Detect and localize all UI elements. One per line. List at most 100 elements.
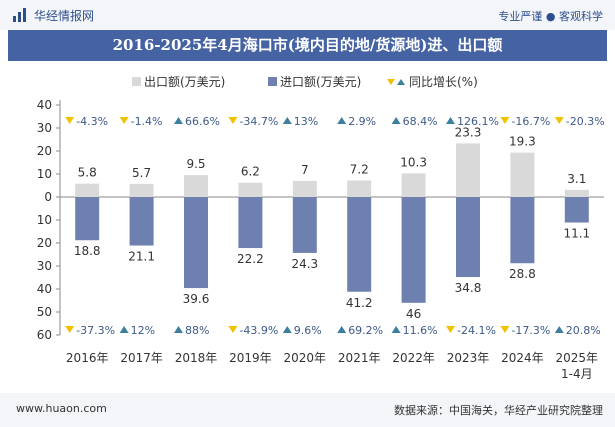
export-bar (510, 152, 535, 197)
y-tick-label: 10 (37, 167, 52, 181)
import-bar (401, 197, 426, 303)
import-growth-up-icon (554, 326, 564, 333)
x-tick-label: 2022年 (392, 351, 435, 365)
export-value-label: 7.2 (350, 162, 369, 176)
import-bar (75, 197, 100, 241)
import-growth-down-icon (500, 326, 510, 333)
import-growth-label: 11.6% (403, 324, 438, 337)
export-value-label: 19.3 (509, 135, 536, 149)
export-growth-label: -1.4% (131, 115, 163, 128)
import-value-label: 18.8 (74, 244, 101, 258)
brand-tagline: 专业严谨 ● 客观科学 (498, 10, 603, 23)
export-growth-label: 68.4% (403, 115, 438, 128)
x-tick-label: 2021年 (338, 351, 381, 365)
y-tick-label: 20 (37, 144, 52, 158)
import-bar (292, 197, 317, 253)
export-growth-label: -20.3% (566, 115, 605, 128)
import-growth-down-icon (446, 326, 455, 333)
y-tick-label: 30 (37, 121, 52, 135)
y-tick-label: 40 (37, 282, 52, 296)
export-growth-label: 66.6% (185, 115, 220, 128)
import-bar (238, 197, 263, 249)
export-growth-label: 13% (294, 115, 318, 128)
export-growth-up-icon (174, 117, 183, 124)
export-value-label: 5.7 (132, 166, 151, 180)
import-value-label: 21.1 (128, 250, 155, 264)
website-url[interactable]: www.huaon.com (16, 402, 107, 415)
export-growth-down-icon (119, 117, 129, 124)
export-growth-label: 2.9% (348, 115, 376, 128)
import-growth-label: 12% (131, 324, 155, 337)
import-value-label: 39.6 (183, 292, 210, 306)
import-growth-up-icon (119, 326, 129, 333)
y-tick-label: 40 (37, 98, 52, 112)
export-bar (184, 175, 208, 197)
export-growth-label: -4.3% (76, 115, 108, 128)
export-growth-down-icon (500, 117, 510, 124)
import-value-label: 46 (406, 307, 421, 321)
import-value-label: 11.1 (563, 227, 590, 241)
y-tick-label: 30 (37, 259, 52, 273)
import-bar (510, 197, 535, 264)
import-growth-up-icon (391, 326, 401, 333)
legend-down-triangle-icon (387, 79, 395, 85)
x-tick-label: 2025年 (556, 351, 599, 365)
legend-up-triangle-icon (397, 79, 405, 85)
export-growth-down-icon (228, 117, 238, 124)
top-bar: 华经情报网 专业严谨 ● 客观科学 (0, 0, 615, 30)
legend-import-swatch (268, 77, 277, 86)
export-bar (238, 182, 263, 197)
import-growth-label: 88% (185, 324, 209, 337)
export-value-label: 6.2 (241, 165, 260, 179)
import-bar (564, 197, 589, 223)
export-bar (292, 180, 317, 197)
export-bar (456, 143, 480, 197)
export-growth-down-icon (554, 117, 564, 124)
x-tick-label: 2019年 (229, 351, 272, 365)
y-tick-label: 20 (37, 236, 52, 250)
export-bar (401, 173, 426, 197)
y-tick-label: 50 (37, 305, 52, 319)
y-tick-label: 0 (44, 190, 52, 204)
import-value-label: 22.2 (237, 252, 264, 266)
x-tick-label: 2020年 (284, 351, 327, 365)
import-growth-label: -24.1% (457, 324, 496, 337)
import-bar (184, 197, 208, 289)
export-value-label: 9.5 (186, 157, 205, 171)
export-growth-up-icon (391, 117, 401, 124)
export-growth-label: -34.7% (239, 115, 278, 128)
import-growth-up-icon (337, 326, 347, 333)
x-tick-label: 2023年 (447, 351, 490, 365)
export-value-label: 23.3 (455, 125, 482, 139)
export-growth-up-icon (446, 117, 455, 124)
export-value-label: 5.8 (78, 166, 97, 180)
import-growth-down-icon (228, 326, 238, 333)
y-tick-label: 10 (37, 213, 52, 227)
export-value-label: 7 (301, 163, 309, 177)
legend-growth-label: 同比增长(%) (409, 75, 478, 89)
export-growth-label: -16.7% (511, 115, 550, 128)
x-tick-label-line2: 1-4月 (561, 367, 593, 381)
import-growth-label: -37.3% (76, 324, 115, 337)
chart-title: 2016-2025年4月海口市(境内目的地/货源地)进、出口额 (112, 36, 503, 54)
import-growth-label: 9.6% (294, 324, 322, 337)
export-value-label: 10.3 (400, 155, 427, 169)
brand-name: 华经情报网 (34, 9, 95, 23)
export-growth-down-icon (65, 117, 75, 124)
import-growth-label: 20.8% (566, 324, 601, 337)
import-bar (129, 197, 154, 246)
export-growth-up-icon (282, 117, 292, 124)
import-value-label: 24.3 (291, 257, 318, 271)
bottom-bar: www.huaon.com 数据来源：中国海关，华经产业研究院整理 (0, 393, 615, 427)
import-growth-down-icon (65, 326, 75, 333)
import-growth-label: 69.2% (348, 324, 383, 337)
x-tick-label: 2018年 (175, 351, 218, 365)
export-growth-label: 126.1% (457, 115, 499, 128)
x-tick-label: 2016年 (66, 351, 109, 365)
legend-import-label: 进口额(万美元) (280, 75, 361, 89)
x-tick-label: 2017年 (120, 351, 163, 365)
y-tick-label: 60 (37, 328, 52, 342)
import-growth-up-icon (282, 326, 292, 333)
x-tick-label: 2024年 (501, 351, 544, 365)
